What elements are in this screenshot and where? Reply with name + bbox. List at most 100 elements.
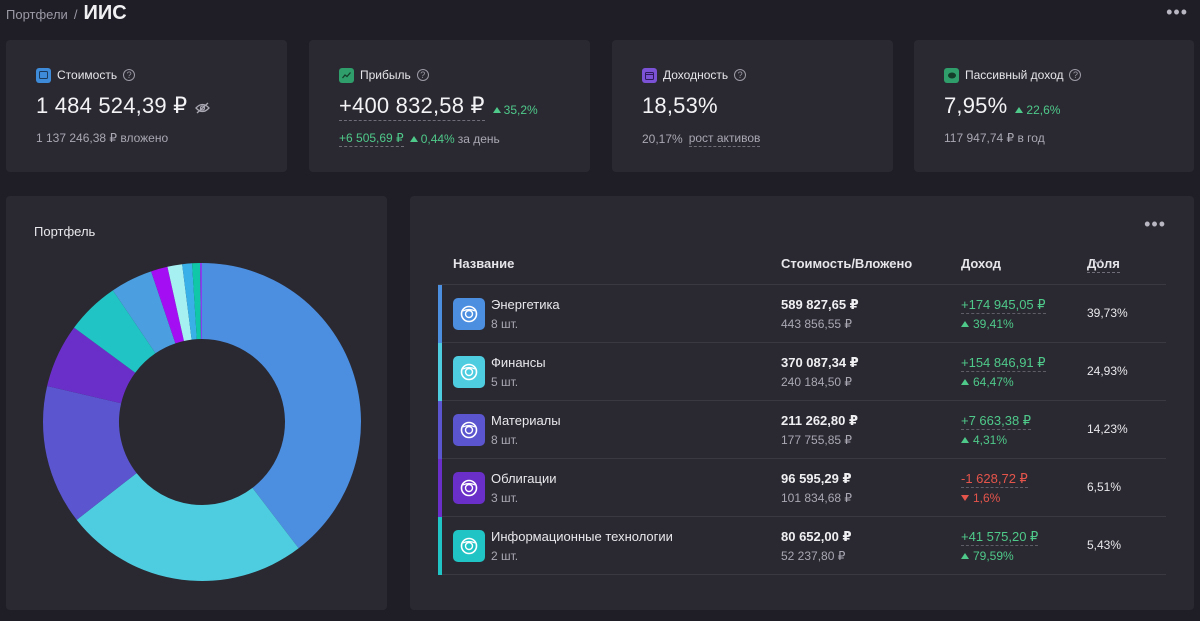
stat-card-yield: Доходность ? 18,53% 20,17% рост активов — [612, 40, 893, 172]
sector-count: 8 шт. — [491, 317, 519, 331]
help-icon[interactable]: ? — [734, 69, 747, 81]
sector-cost: 370 087,34 ₽ — [781, 355, 859, 370]
sector-count: 8 шт. — [491, 433, 519, 447]
page-title: ИИС — [83, 2, 127, 24]
arrow-up-icon — [1015, 107, 1024, 113]
sector-cost: 80 652,00 ₽ — [781, 529, 852, 544]
more-horizontal-icon[interactable]: ••• — [1166, 2, 1188, 22]
sector-invested: 52 237,80 ₽ — [781, 549, 846, 563]
stat-label: Прибыль — [360, 68, 411, 82]
stat-card-value: Стоимость ? 1 484 524,39 ₽ 1 137 246,38 … — [6, 40, 287, 172]
donut-slice[interactable] — [74, 290, 156, 373]
donut-slice[interactable] — [182, 263, 197, 340]
col-header-income[interactable]: Доход — [961, 256, 1001, 271]
donut-slice[interactable] — [202, 263, 361, 549]
help-icon[interactable]: ? — [1069, 69, 1082, 81]
sector-invested: 443 856,55 ₽ — [781, 317, 853, 331]
arrow-up-icon — [492, 107, 501, 113]
portfolio-chart-card: Портфель — [6, 196, 387, 610]
donut-slice[interactable] — [167, 264, 192, 341]
arrow-down-icon — [961, 495, 969, 501]
donut-slice[interactable] — [76, 473, 299, 581]
sector-color-bar — [438, 343, 442, 401]
wallet-icon — [36, 67, 51, 83]
sector-name: Финансы — [491, 355, 546, 370]
stat-label: Пассивный доход — [965, 68, 1064, 82]
eye-off-icon[interactable] — [195, 102, 211, 114]
daily-profit-value: +6 505,69 ₽ — [339, 131, 404, 147]
donut-slice[interactable] — [47, 327, 136, 404]
stat-card-profit: Прибыль ? +400 832,58 ₽ 35,2% +6 505,69 … — [309, 40, 590, 172]
table-header: Название Стоимость/Вложено Доход Доля — [453, 256, 1120, 273]
arrow-up-icon — [409, 136, 418, 142]
chart-up-icon — [339, 67, 354, 83]
daily-profit-delta: 0,44% — [409, 132, 455, 146]
sector-color-bar — [438, 285, 442, 343]
sector-count: 2 шт. — [491, 549, 519, 563]
stat-value: 1 484 524,39 ₽ — [36, 93, 188, 118]
sector-invested: 101 834,68 ₽ — [781, 491, 853, 505]
breadcrumb: Портфели / ИИС — [6, 2, 127, 30]
sector-invested: 240 184,50 ₽ — [781, 375, 853, 389]
sector-materials-icon — [453, 414, 485, 446]
help-icon[interactable]: ? — [416, 69, 429, 81]
stat-label: Стоимость — [57, 68, 118, 82]
stat-value: 18,53% — [642, 93, 718, 118]
arrow-up-icon — [961, 553, 969, 559]
stat-card-passive-income: Пассивный доход ? 7,95% 22,6% 117 947,74… — [914, 40, 1194, 172]
sector-share: 39,73% — [1087, 306, 1128, 320]
stat-label: Доходность — [663, 68, 729, 82]
donut-slice[interactable] — [192, 263, 201, 340]
table-row[interactable]: Информационные технологии 2 шт. 80 652,00 … — [438, 517, 1166, 575]
sector-name: Материалы — [491, 413, 561, 428]
sector-count: 3 шт. — [491, 491, 519, 505]
sector-share: 5,43% — [1087, 538, 1122, 552]
sector-income: +7 663,38 ₽ — [961, 413, 1032, 430]
sector-cost: 96 595,29 ₽ — [781, 471, 852, 486]
sector-income-percent: 4,31% — [961, 433, 1007, 447]
sector-it-icon — [453, 530, 485, 562]
sector-finance-icon — [453, 356, 485, 388]
arrow-up-icon — [961, 437, 969, 443]
portfolio-chart-title: Портфель — [34, 224, 96, 239]
sector-color-bar — [438, 459, 442, 517]
stat-sub: 1 137 246,38 ₽ вложено — [36, 131, 169, 145]
table-row[interactable]: Финансы 5 шт. 370 087,34 ₽ 240 184,50 ₽ +154… — [438, 343, 1166, 401]
col-header-name[interactable]: Название — [453, 256, 515, 271]
sector-name: Энергетика — [491, 297, 560, 312]
sector-income: +41 575,20 ₽ — [961, 529, 1039, 546]
sector-cost: 589 827,65 ₽ — [781, 297, 859, 312]
sector-color-bar — [438, 401, 442, 459]
donut-slice[interactable] — [42, 386, 137, 520]
stat-value: 7,95% — [944, 93, 1008, 118]
arrow-up-icon — [961, 321, 969, 327]
stat-delta: 22,6% — [1015, 103, 1060, 117]
chevron-down-icon[interactable] — [1093, 256, 1102, 268]
sector-share: 24,93% — [1087, 364, 1128, 378]
sector-name: Информационные технологии — [491, 529, 673, 544]
sector-income-percent: 1,6% — [961, 491, 1000, 505]
donut-slice[interactable] — [151, 266, 184, 344]
sector-energy-icon — [453, 298, 485, 330]
help-icon[interactable]: ? — [123, 69, 136, 81]
more-horizontal-icon[interactable]: ••• — [1144, 214, 1166, 234]
table-row[interactable]: Энергетика 8 шт. 589 827,65 ₽ 443 856,55 ₽ +… — [438, 285, 1166, 343]
stat-sub: 117 947,74 ₽ в год — [944, 131, 1045, 145]
table-row[interactable]: Материалы 8 шт. 211 262,80 ₽ 177 755,85 ₽ +7… — [438, 401, 1166, 459]
sector-color-bar — [438, 517, 442, 575]
donut-slice[interactable] — [112, 271, 176, 354]
sector-income-percent: 39,41% — [961, 317, 1014, 331]
calendar-icon — [642, 67, 657, 83]
stat-delta: 35,2% — [492, 103, 538, 117]
table-row[interactable]: Облигации 3 шт. 96 595,29 ₽ 101 834,68 ₽ -1 … — [438, 459, 1166, 517]
stat-value: +400 832,58 ₽ — [339, 93, 485, 121]
asset-growth-label[interactable]: рост активов — [688, 131, 761, 147]
col-header-cost[interactable]: Стоимость/Вложено — [781, 256, 913, 271]
stat-sub: 20,17% рост активов — [642, 131, 865, 147]
sector-income: +174 945,05 ₽ — [961, 297, 1046, 314]
asset-growth-value: 20,17% — [642, 132, 683, 146]
sector-bonds-icon — [453, 472, 485, 504]
stat-sub: +6 505,69 ₽ 0,44% за день — [339, 131, 562, 147]
breadcrumb-portfolios-link[interactable]: Портфели — [6, 7, 68, 22]
donut-slice[interactable] — [200, 263, 202, 340]
